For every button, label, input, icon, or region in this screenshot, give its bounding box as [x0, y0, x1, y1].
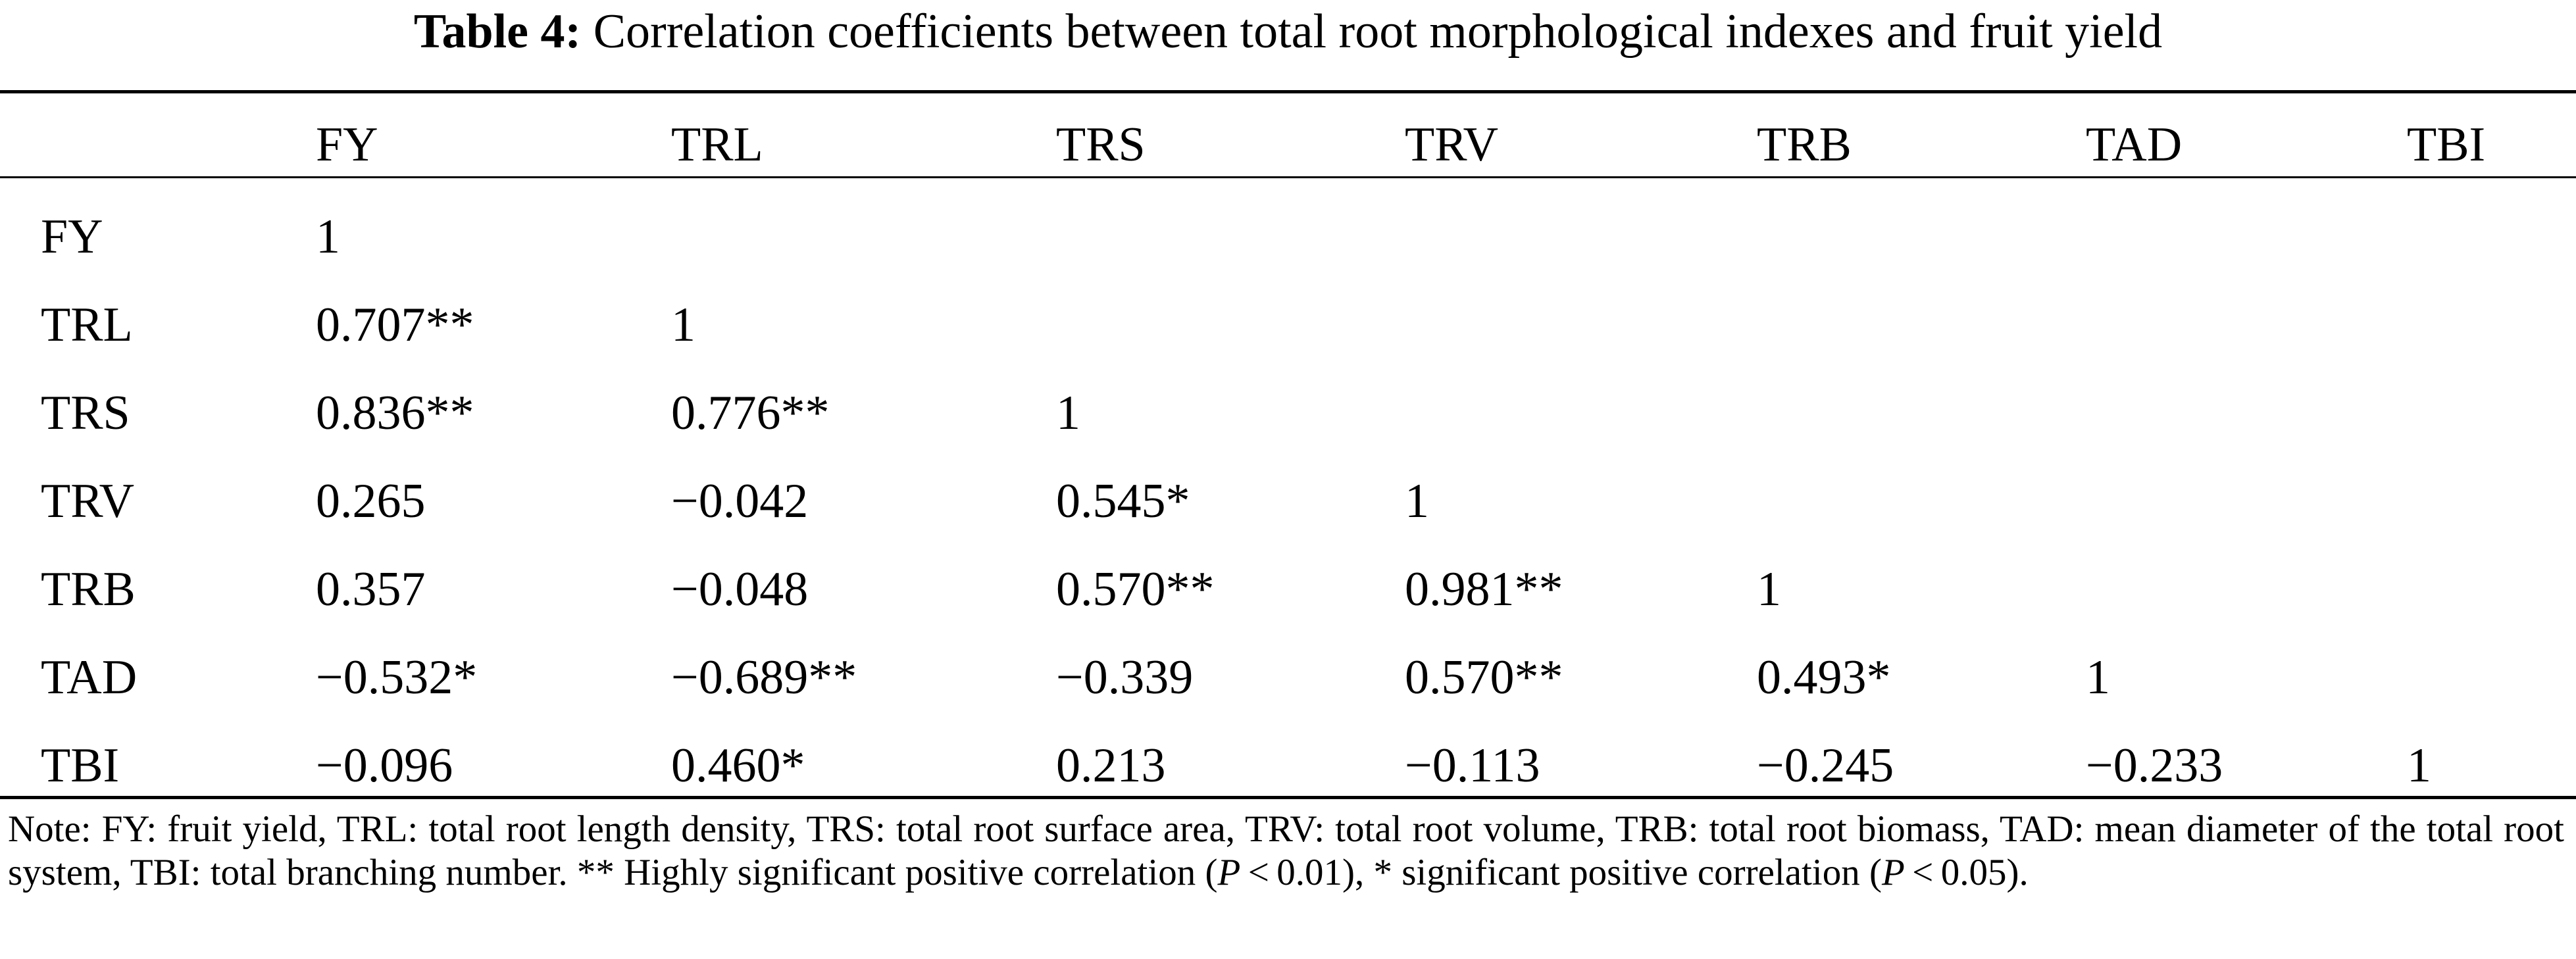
table-cell: 1 [671, 298, 695, 352]
table-cell: 0.981** [1405, 562, 1563, 616]
table-cell: 1 [1405, 474, 1429, 528]
table-cell: 1 [2407, 739, 2431, 793]
row-label-cell: TRL [41, 298, 133, 352]
row-label-cell: TRB [41, 562, 136, 616]
table-caption-title: Correlation coefficients between total r… [593, 5, 2163, 59]
table-row: TRV 0.265 −0.042 0.545* 1 [0, 462, 2576, 541]
header-cell: TRB [1757, 118, 1852, 172]
table-cell: −0.532* [316, 651, 478, 704]
table-row: TRS 0.836** 0.776** 1 [0, 374, 2576, 453]
note-text: < 0.01), * significant positive correlat… [1240, 852, 1882, 893]
table-cell: 0.265 [316, 474, 426, 528]
table-top-rule [0, 90, 2576, 93]
header-cell: TAD [2086, 118, 2183, 172]
header-cell: TRL [671, 118, 763, 172]
table-cell: −0.096 [316, 739, 453, 793]
table-cell: 0.357 [316, 562, 426, 616]
table-cell: −0.339 [1056, 651, 1194, 704]
table-cell: 1 [316, 210, 340, 264]
row-label-cell: FY [41, 210, 103, 264]
note-text: < 0.05). [1904, 852, 2029, 893]
table-caption: Table 4: Correlation coefficients betwee… [0, 0, 2576, 72]
table-cell: 1 [1757, 562, 1781, 616]
table-cell: 0.776** [671, 386, 830, 440]
row-label-cell: TRS [41, 386, 130, 440]
table-cell: 0.570** [1405, 651, 1563, 704]
table-cell: −0.113 [1405, 739, 1540, 793]
header-cell: FY [316, 118, 378, 172]
header-cell: TRS [1056, 118, 1146, 172]
table-cell: −0.233 [2086, 739, 2223, 793]
header-cell: TRV [1405, 118, 1499, 172]
note-text: Note: FY: fruit yield, TRL: total root l… [8, 808, 2564, 893]
table-cell: −0.245 [1757, 739, 1894, 793]
table-note: Note: FY: fruit yield, TRL: total root l… [8, 808, 2564, 895]
header-cell: TBI [2407, 118, 2486, 172]
table-cell: 0.213 [1056, 739, 1166, 793]
table-cell: 0.707** [316, 298, 474, 352]
table-cell: 1 [1056, 386, 1080, 440]
p-value-symbol: P [1881, 852, 1905, 893]
table-bottom-rule [0, 796, 2576, 799]
table-caption-label: Table 4: [413, 5, 582, 59]
table-row: FY 1 [0, 197, 2576, 276]
table-cell: −0.689** [671, 651, 857, 704]
p-value-symbol: P [1217, 852, 1241, 893]
row-label-cell: TAD [41, 651, 138, 704]
table-cell: 0.493* [1757, 651, 1891, 704]
table-cell: −0.048 [671, 562, 809, 616]
table-row: TRB 0.357 −0.048 0.570** 0.981** 1 [0, 550, 2576, 629]
row-label-cell: TBI [41, 739, 120, 793]
table-cell: 0.545* [1056, 474, 1190, 528]
table-cell: 0.570** [1056, 562, 1215, 616]
table-row: TBI −0.096 0.460* 0.213 −0.113 −0.245 −0… [0, 726, 2576, 805]
table-header-rule [0, 176, 2576, 178]
table-cell: 1 [2086, 651, 2110, 704]
row-label-cell: TRV [41, 474, 135, 528]
table-cell: 0.460* [671, 739, 805, 793]
table-header-row: FY TRL TRS TRV TRB TAD TBI [0, 105, 2576, 184]
table-cell: 0.836** [316, 386, 474, 440]
table-row: TRL 0.707** 1 [0, 285, 2576, 364]
table-cell: −0.042 [671, 474, 809, 528]
table-row: TAD −0.532* −0.689** −0.339 0.570** 0.49… [0, 638, 2576, 717]
